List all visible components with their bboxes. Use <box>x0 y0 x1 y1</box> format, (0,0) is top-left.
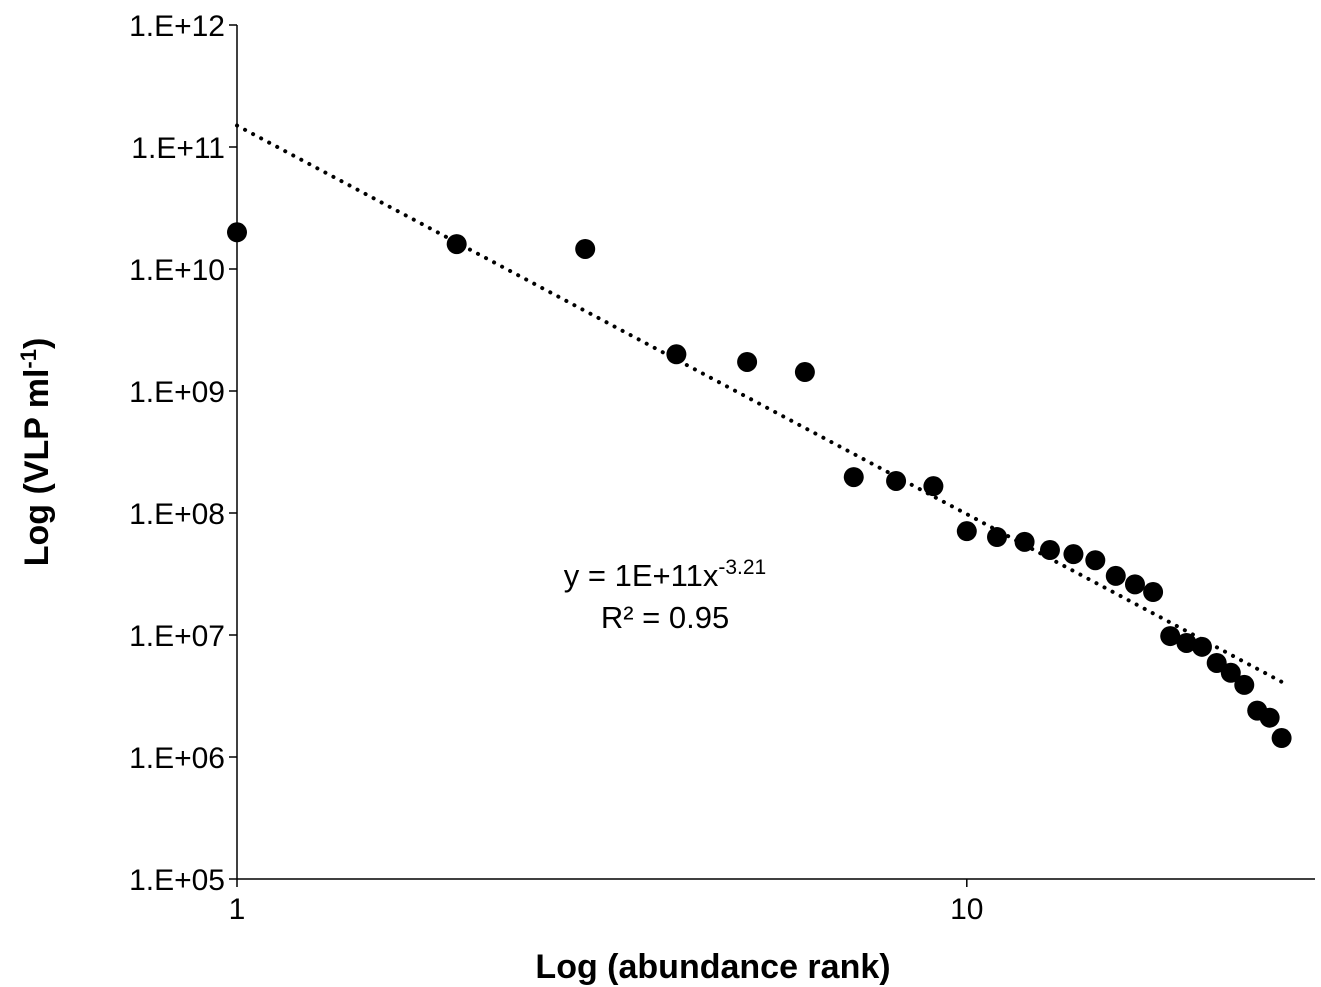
y-tick-label: 1.E+05 <box>129 864 225 897</box>
y-axis-title-text: Log (VLP ml <box>18 369 56 567</box>
x-axis-title: Log (abundance rank) <box>535 948 890 986</box>
y-tick-label: 1.E+07 <box>129 620 225 653</box>
data-point <box>1160 626 1181 647</box>
data-point <box>737 351 758 372</box>
data-point <box>1220 662 1241 683</box>
y-tick-label: 1.E+09 <box>129 376 225 409</box>
data-point <box>843 467 864 488</box>
data-point <box>1039 540 1060 561</box>
data-point <box>987 527 1008 548</box>
data-point <box>227 222 247 243</box>
data-point <box>1124 574 1145 595</box>
data-point <box>886 470 907 491</box>
x-tick-label: 10 <box>950 893 983 926</box>
r-squared: R² = 0.95 <box>601 600 729 635</box>
data-point <box>1085 550 1106 571</box>
y-tick-label: 1.E+06 <box>129 742 225 775</box>
trendline <box>235 123 1290 687</box>
equation-exponent: -3.21 <box>718 556 766 579</box>
data-point <box>923 476 944 497</box>
data-point <box>1206 652 1227 673</box>
y-tick-label: 1.E+11 <box>131 132 225 165</box>
equation: y = 1E+11x-3.21 <box>564 556 766 593</box>
data-point <box>446 234 467 255</box>
y-tick-label: 1.E+12 <box>129 10 225 43</box>
data-point <box>666 344 687 365</box>
data-point <box>1014 531 1035 552</box>
x-tick-label: 1 <box>229 893 246 926</box>
data-point <box>575 238 596 259</box>
data-point <box>794 362 815 383</box>
data-point <box>1105 565 1126 586</box>
data-point <box>1191 636 1212 657</box>
data-point <box>1063 544 1084 565</box>
y-axis-title-superscript: -1 <box>16 349 41 369</box>
data-point <box>956 521 977 542</box>
data-point <box>1234 674 1255 695</box>
data-point <box>1259 707 1280 728</box>
y-tick-label: 1.E+08 <box>129 498 225 531</box>
y-axis-title-suffix: ) <box>18 338 56 349</box>
data-point <box>1271 728 1292 749</box>
y-tick-label: 1.E+10 <box>129 254 225 287</box>
y-axis-title: Log (VLP ml-1) <box>16 338 56 567</box>
equation-text: y = 1E+11x <box>564 558 719 593</box>
data-point <box>1143 582 1164 603</box>
data-point <box>1176 632 1197 653</box>
